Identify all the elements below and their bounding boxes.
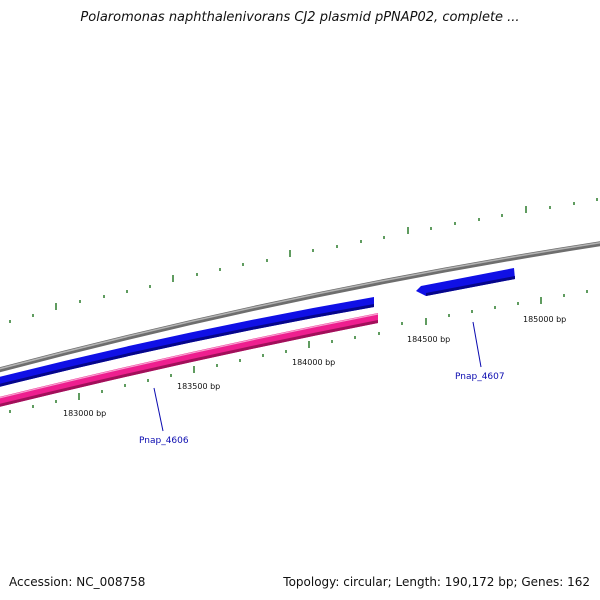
tick-label-184500: 184500 bp bbox=[407, 335, 450, 344]
tick-label-183500: 183500 bp bbox=[177, 382, 220, 391]
gene-pnap-4607-shade bbox=[426, 276, 515, 296]
gene-pnap-4607-leader bbox=[472, 321, 482, 368]
gene-pnap-4606-label[interactable]: Pnap_4606 bbox=[139, 436, 189, 446]
tick-label-184000: 184000 bp bbox=[292, 358, 335, 367]
gene-pnap-4607-arrow[interactable] bbox=[416, 268, 515, 296]
upper-tick-row bbox=[9, 198, 598, 323]
accession-label: Accession: NC_008758 bbox=[9, 575, 146, 589]
gene-pink-highlight bbox=[0, 313, 379, 399]
tick-label-185000: 185000 bp bbox=[523, 315, 566, 324]
gene-pnap-4607-label[interactable]: Pnap_4607 bbox=[455, 372, 505, 382]
tick-label-183000: 183000 bp bbox=[63, 409, 106, 418]
gene-pnap-4606-leader bbox=[153, 387, 164, 432]
gene-pnap-4606-shade bbox=[0, 304, 374, 387]
gene-pink-shade bbox=[0, 320, 378, 407]
topology-summary: Topology: circular; Length: 190,172 bp; … bbox=[283, 575, 590, 589]
map-title: Polaromonas naphthalenivorans CJ2 plasmi… bbox=[80, 10, 520, 25]
lower-tick-row bbox=[9, 290, 588, 413]
backbone-highlight bbox=[0, 242, 600, 370]
backbone-line bbox=[0, 241, 600, 373]
